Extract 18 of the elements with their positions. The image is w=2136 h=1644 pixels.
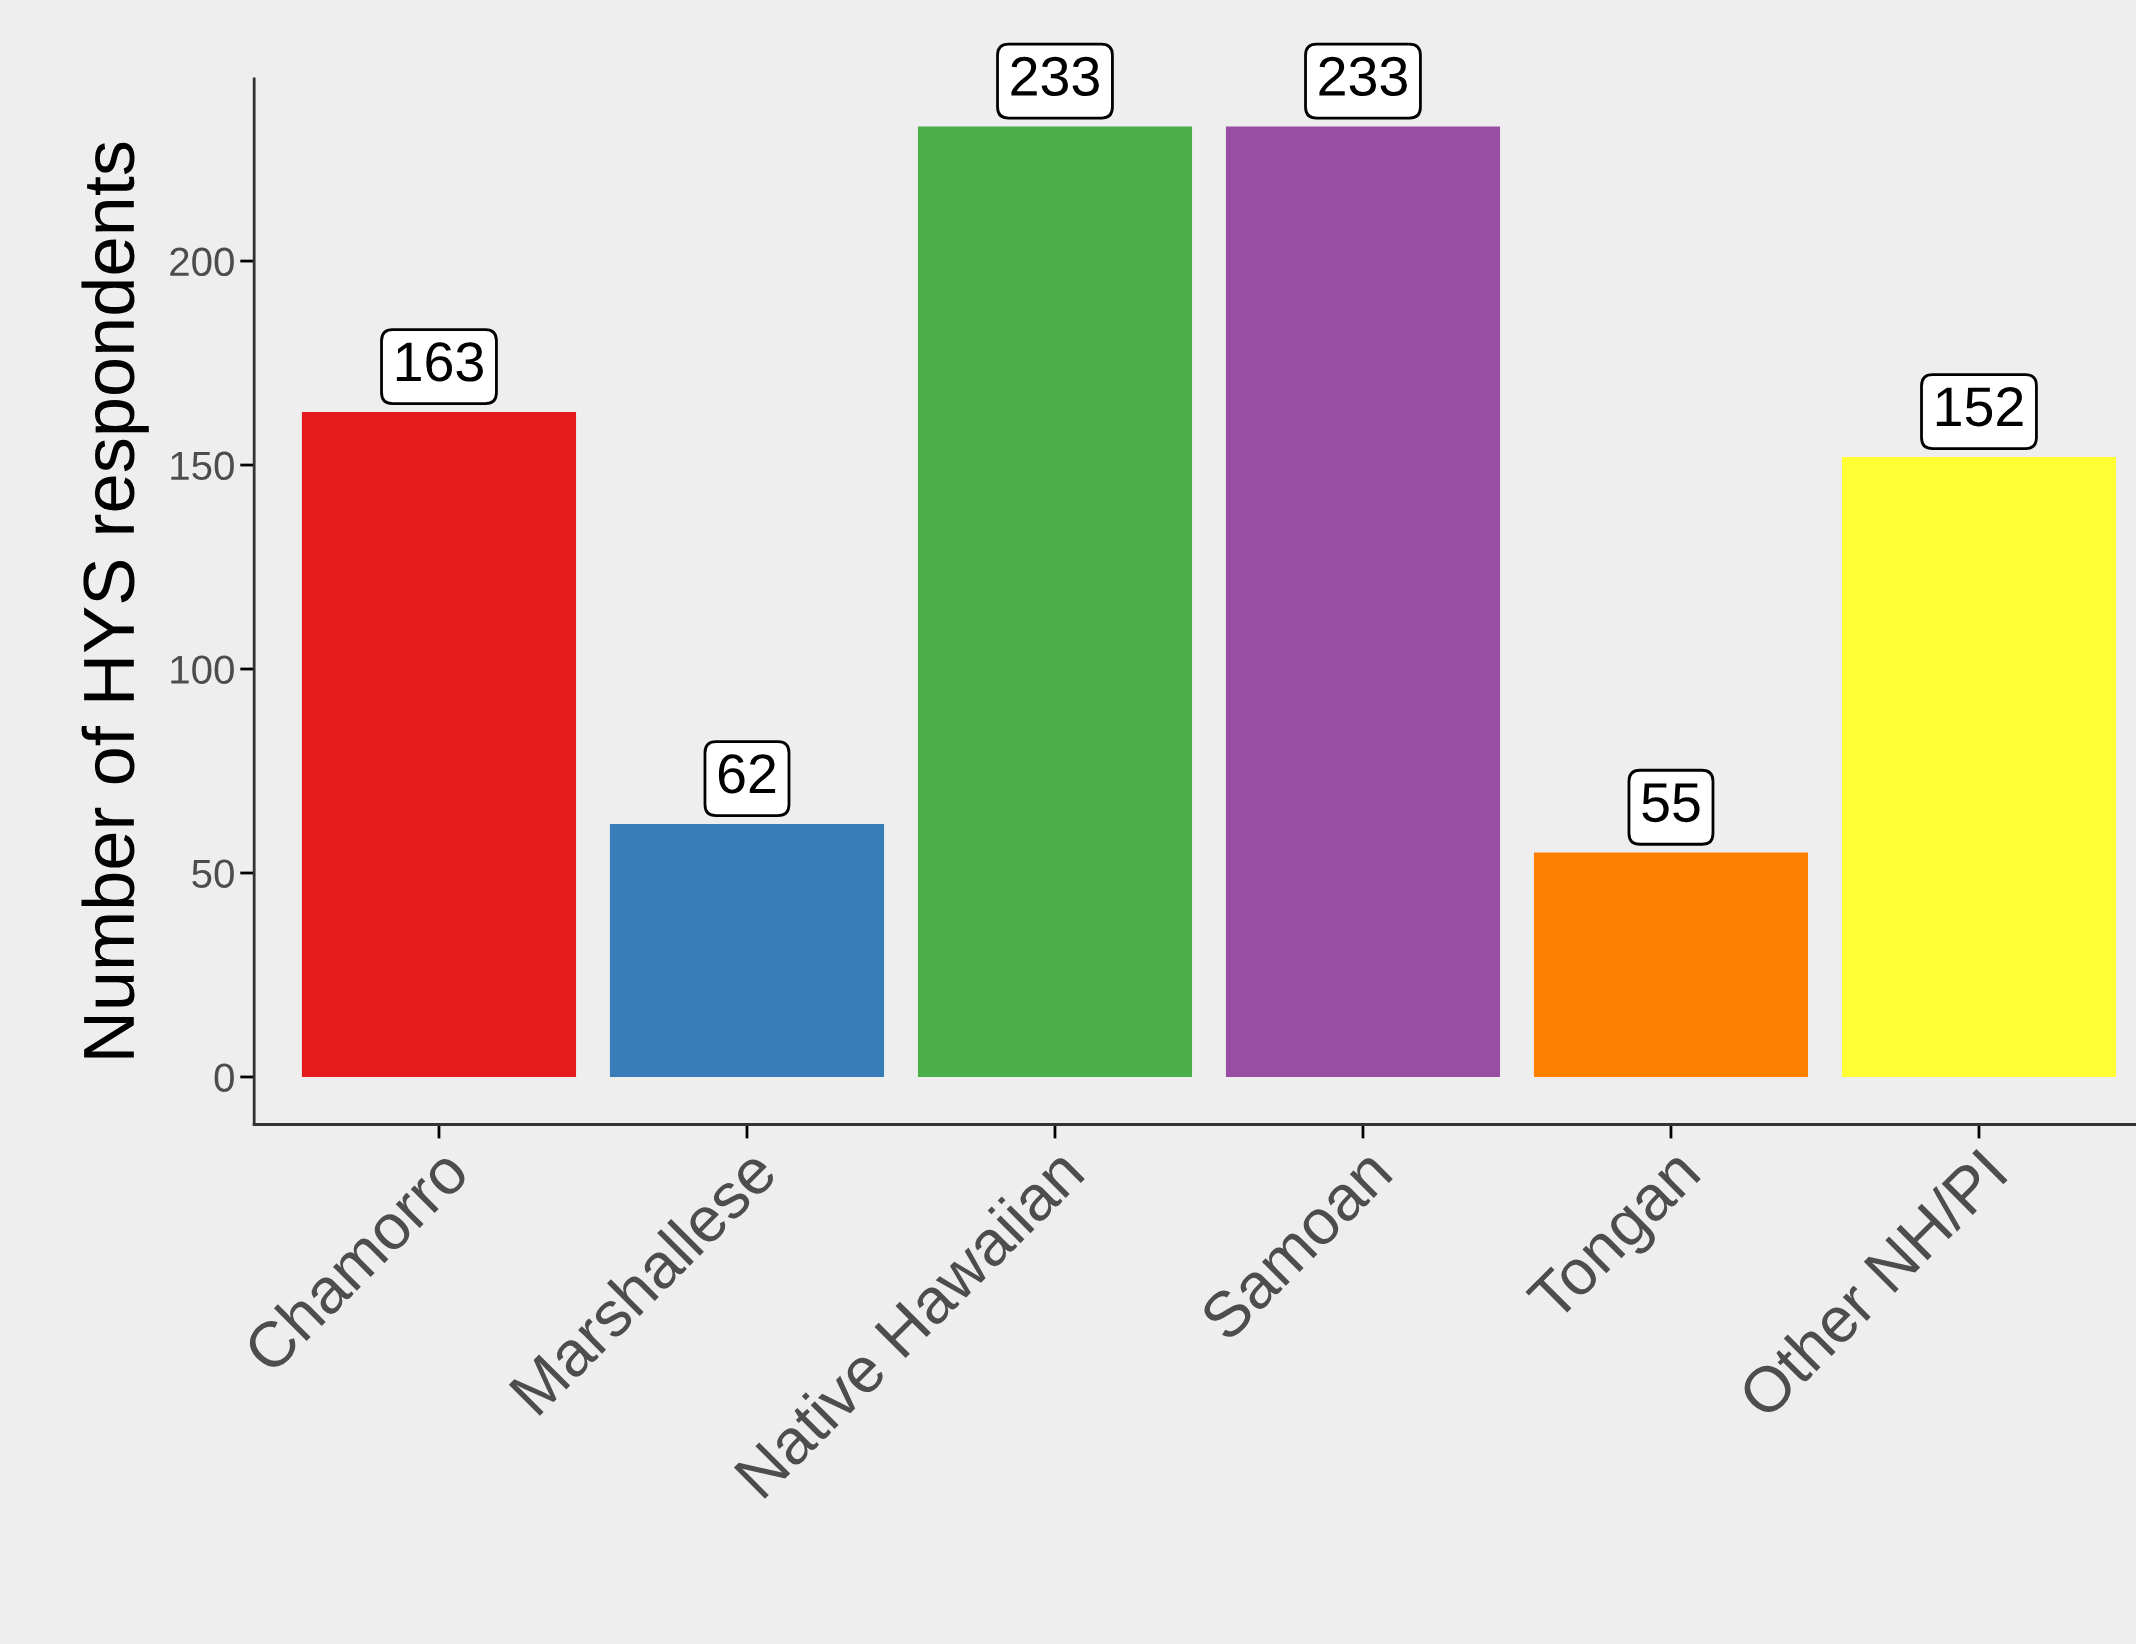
data-label: 55 [1642, 783, 1700, 823]
bar [1841, 456, 2117, 1077]
bar [1533, 852, 1809, 1077]
y-axis-title: Number of HYS respondents [81, 142, 149, 1058]
y-tick-label: 200 [170, 247, 234, 277]
data-label: 233 [1319, 56, 1407, 97]
y-tick-label: 150 [171, 451, 234, 481]
y-tick-label: 0 [214, 1063, 234, 1092]
bar [1225, 126, 1501, 1077]
y-tick-label: 100 [171, 655, 234, 685]
bar [917, 126, 1193, 1077]
data-label: 233 [1011, 56, 1099, 97]
data-label: 62 [718, 754, 776, 794]
y-tick-label: 50 [192, 859, 234, 888]
bar [609, 824, 885, 1077]
data-label: 152 [1936, 387, 2023, 427]
data-label: 163 [396, 342, 483, 382]
bar [301, 412, 577, 1077]
